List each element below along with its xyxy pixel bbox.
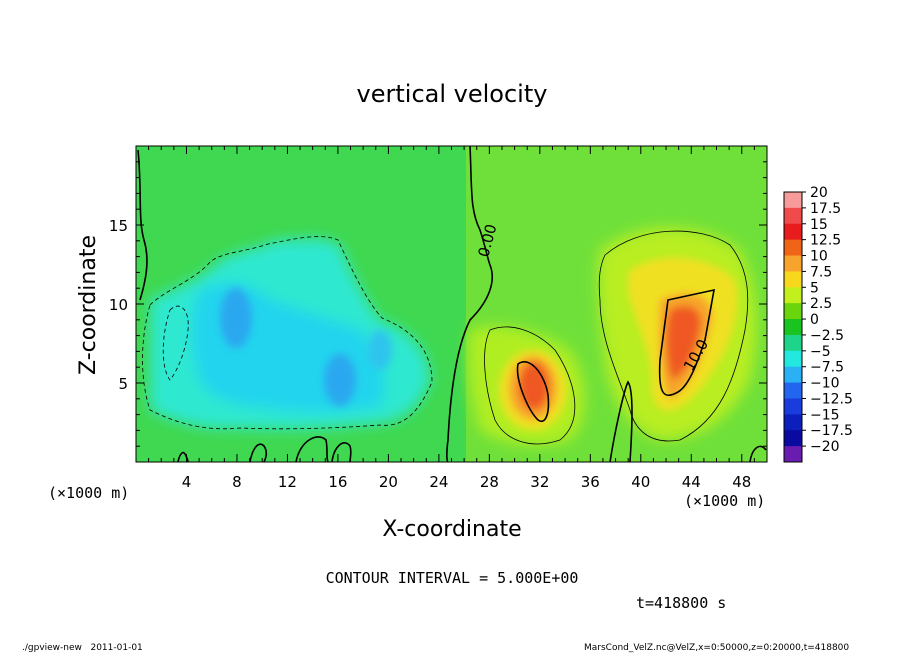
x-tick-label: 36 <box>581 473 600 491</box>
x-tick-label: 28 <box>480 473 499 491</box>
colorbar-label: 5 <box>810 280 819 296</box>
colorbar-swatch <box>784 334 802 352</box>
colorbar-swatch <box>784 287 802 304</box>
x-unit-label-right: (×1000 m) <box>684 492 765 510</box>
colorbar-swatch <box>784 255 802 272</box>
chart-title: vertical velocity <box>357 80 548 108</box>
y-axis-ticks: 5 10 15 <box>109 161 767 447</box>
x-tick-label: 8 <box>232 473 242 491</box>
footer-left-note: ./gpview-new 2011-01-01 <box>22 643 143 653</box>
colorbar-swatch <box>784 430 802 447</box>
colorbar-swatch <box>784 382 802 399</box>
x-tick-label: 48 <box>732 473 751 491</box>
colorbar-swatch <box>784 446 802 463</box>
x-tick-label: 40 <box>631 473 650 491</box>
colorbar-label: 7.5 <box>810 264 832 280</box>
colorbar-swatch <box>784 414 802 431</box>
colorbar-label: 15 <box>810 217 828 233</box>
colorbar-swatch <box>784 239 802 257</box>
colorbar-label: −17.5 <box>810 423 853 439</box>
contour-lines <box>137 146 767 462</box>
colorbar-swatch <box>784 192 802 209</box>
contour-interval-text: CONTOUR INTERVAL = 5.000E+00 <box>326 569 579 587</box>
x-tick-label: 20 <box>379 473 398 491</box>
colorbar-label: 2.5 <box>810 296 832 312</box>
colorbar-label: −20 <box>810 439 840 455</box>
colorbar-label: 10 <box>810 249 828 265</box>
time-label: t=418800 s <box>636 594 726 612</box>
colorbar-label: 20 <box>810 185 828 201</box>
footer-right-note: MarsCond_VelZ.nc@VelZ,x=0:50000,z=0:2000… <box>584 643 849 653</box>
x-unit-label-left: (×1000 m) <box>48 484 129 502</box>
x-axis-ticks: 4 8 12 16 20 24 28 32 36 40 44 48 <box>148 146 755 491</box>
colorbar-swatch <box>784 366 802 384</box>
colorbar-swatch <box>784 303 802 320</box>
x-axis-label: X-coordinate <box>382 517 521 542</box>
x-tick-label: 44 <box>682 473 701 491</box>
colorbar-label: −10 <box>810 376 840 392</box>
colorbar-frame <box>783 191 803 463</box>
y-tick-label: 10 <box>109 296 128 314</box>
x-tick-label: 32 <box>530 473 549 491</box>
y-axis-label: Z-coordinate <box>76 235 101 375</box>
colorbar-label: −12.5 <box>810 391 853 407</box>
y-tick-label: 15 <box>109 217 128 235</box>
colorbar-label: −5 <box>810 344 831 360</box>
colorbar-label: 0 <box>810 312 819 328</box>
colorbar-label: 17.5 <box>810 201 841 217</box>
colorbar-label: −15 <box>810 407 840 423</box>
colorbar-swatch <box>784 207 802 225</box>
x-tick-label: 4 <box>182 473 192 491</box>
colorbar-label: 12.5 <box>810 233 841 249</box>
colorbar: 2017.51512.5107.552.50−2.5−5−7.5−10−12.5… <box>783 185 853 463</box>
colorbar-swatch <box>784 319 802 336</box>
x-tick-label: 16 <box>328 473 347 491</box>
colorbar-swatch <box>784 350 802 368</box>
colorbar-label: −2.5 <box>810 328 844 344</box>
y-tick-label: 5 <box>118 375 128 393</box>
colorbar-swatch <box>784 223 802 241</box>
colorbar-swatch <box>784 398 802 415</box>
heatmap-field: 0.00 10.0 <box>136 146 767 462</box>
x-tick-label: 12 <box>278 473 297 491</box>
colorbar-label: −7.5 <box>810 360 844 376</box>
colorbar-swatch <box>784 271 802 288</box>
x-tick-label: 24 <box>429 473 448 491</box>
